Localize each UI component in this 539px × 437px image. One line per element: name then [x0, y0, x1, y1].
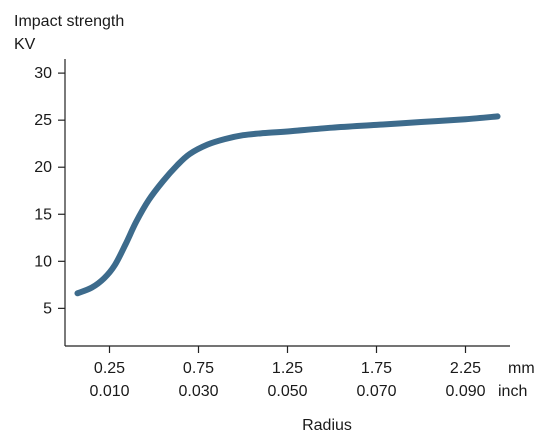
x-unit-secondary: inch — [498, 383, 527, 400]
y-tick-label: 30 — [34, 65, 52, 82]
series-layer — [74, 113, 501, 297]
y-axis: 5 10 15 20 25 30 — [34, 59, 66, 346]
x-unit-primary: mm — [508, 360, 535, 377]
x-tick-label-inch: 0.010 — [89, 383, 129, 400]
x-tick-label-mm: 0.25 — [94, 360, 125, 377]
x-tick-label-inch: 0.030 — [178, 383, 218, 400]
x-tick-label-inch: 0.070 — [356, 383, 396, 400]
y-axis-title-line2: KV — [14, 36, 36, 53]
y-tick-label: 20 — [34, 159, 52, 176]
x-tick-label-inch: 0.050 — [267, 383, 307, 400]
y-tick-label: 10 — [34, 253, 52, 270]
x-tick-label-mm: 1.75 — [361, 360, 392, 377]
series-line — [74, 113, 501, 297]
x-tick-label-mm: 1.25 — [272, 360, 303, 377]
x-tick-label-inch: 0.090 — [445, 383, 485, 400]
y-tick-label: 5 — [43, 300, 52, 317]
y-tick-label: 25 — [34, 112, 52, 129]
x-tick-label-mm: 2.25 — [450, 360, 481, 377]
y-axis-title-line1: Impact strength — [14, 13, 124, 30]
x-axis-title: Radius — [302, 417, 352, 432]
x-tick-label-mm: 0.75 — [183, 360, 214, 377]
x-axis: 0.25 0.010 0.75 0.030 1.25 0.050 1.75 0.070 2.25… — [65, 345, 510, 400]
y-tick-label: 15 — [34, 206, 52, 223]
